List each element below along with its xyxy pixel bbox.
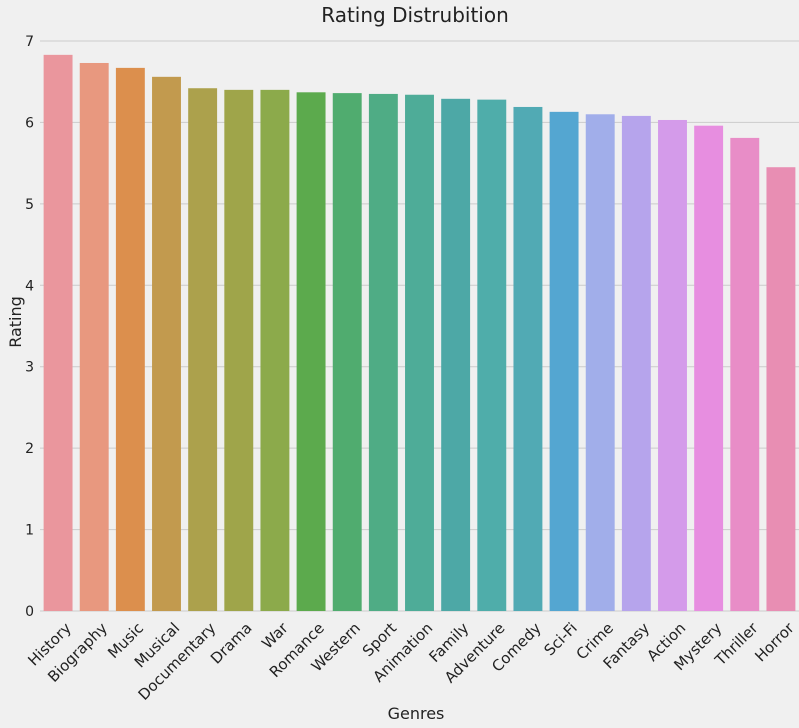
bar-adventure — [477, 99, 507, 611]
bar-thriller — [730, 137, 760, 611]
bar-mystery — [694, 125, 724, 611]
x-tick-labels: HistoryBiographyMusicMusicalDocumentaryD… — [24, 618, 798, 703]
y-tick-label: 0 — [25, 604, 34, 620]
x-tick-label: Drama — [207, 619, 256, 668]
bar-music — [115, 67, 145, 611]
bar-drama — [224, 89, 254, 612]
bar-fantasy — [621, 115, 651, 612]
y-tick-label: 5 — [25, 197, 34, 213]
y-tick-label: 6 — [25, 115, 34, 131]
bar-history — [43, 54, 73, 612]
y-tick-label: 1 — [25, 523, 34, 539]
y-tick-labels: 0 1 2 3 4 5 6 7 — [25, 34, 34, 620]
bar-comedy — [513, 106, 543, 611]
x-axis-label: Genres — [388, 704, 445, 723]
y-tick-label: 2 — [25, 441, 34, 457]
bar-action — [658, 119, 687, 611]
bar-biography — [79, 62, 109, 611]
bar-musical — [152, 76, 181, 612]
bar-western — [332, 93, 362, 612]
bars — [43, 54, 796, 612]
bar-war — [260, 89, 290, 612]
y-tick-label: 4 — [25, 278, 34, 294]
bar-sport — [368, 93, 398, 611]
x-tick-label: Horror — [751, 618, 798, 665]
y-tick-label: 7 — [25, 34, 34, 50]
bar-animation — [405, 94, 434, 611]
bar-horror — [766, 167, 796, 611]
y-tick-label: 3 — [25, 360, 34, 376]
bar-documentary — [188, 88, 218, 611]
bar-family — [441, 98, 471, 612]
bar-romance — [296, 92, 326, 612]
bar-crime — [585, 114, 615, 612]
chart-title: Rating Distrubition — [321, 3, 509, 27]
bar-sci-fi — [549, 111, 579, 611]
y-axis-label: Rating — [6, 296, 25, 348]
